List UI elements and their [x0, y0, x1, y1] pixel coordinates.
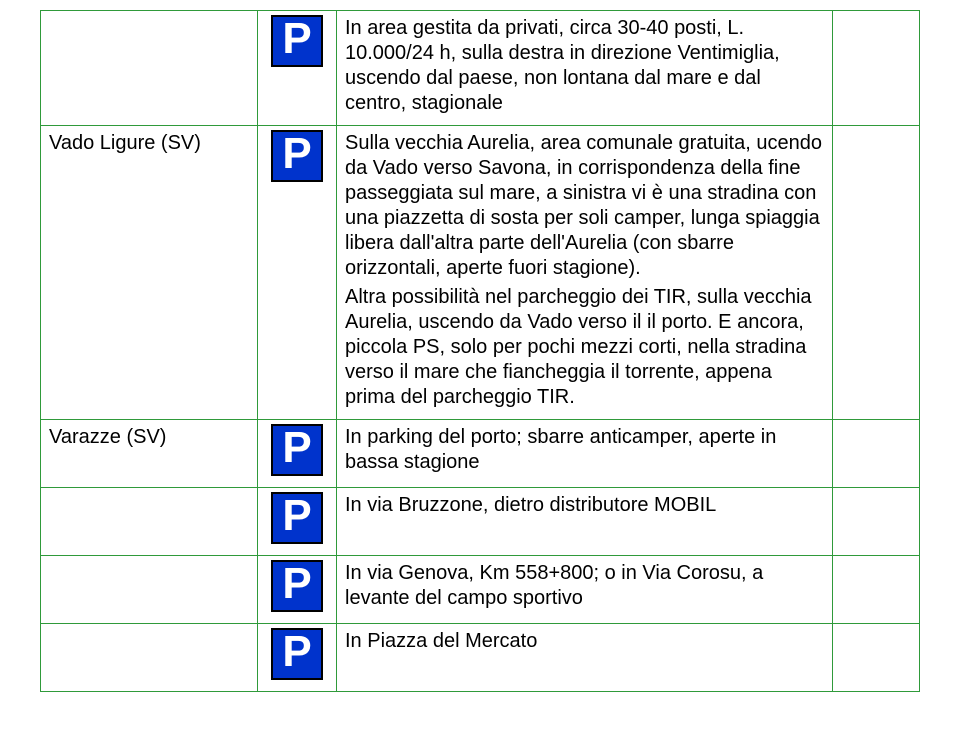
icon-cell [258, 420, 337, 488]
location-cell [41, 11, 258, 126]
description-text: In area gestita da privati, circa 30-40 … [345, 16, 824, 116]
description-text: Altra possibilità nel parcheggio dei TIR… [345, 285, 824, 410]
icon-cell [258, 126, 337, 420]
description-cell: Sulla vecchia Aurelia, area comunale gra… [337, 126, 833, 420]
icon-cell [258, 624, 337, 692]
table-row: In area gestita da privati, circa 30-40 … [41, 11, 920, 126]
description-cell: In via Bruzzone, dietro distributore MOB… [337, 488, 833, 556]
table-row: In Piazza del Mercato [41, 624, 920, 692]
location-cell: Varazze (SV) [41, 420, 258, 488]
location-cell [41, 624, 258, 692]
description-text: In via Bruzzone, dietro distributore MOB… [345, 493, 824, 518]
description-text: In Piazza del Mercato [345, 629, 824, 654]
parking-icon [271, 628, 323, 680]
description-text: In parking del porto; sbarre anticamper,… [345, 425, 824, 475]
spare-cell [833, 420, 920, 488]
table-row: In via Bruzzone, dietro distributore MOB… [41, 488, 920, 556]
spare-cell [833, 488, 920, 556]
parking-icon [271, 424, 323, 476]
description-cell: In parking del porto; sbarre anticamper,… [337, 420, 833, 488]
parking-icon [271, 492, 323, 544]
location-cell [41, 488, 258, 556]
parking-icon [271, 560, 323, 612]
table-row: Varazze (SV) In parking del porto; sbarr… [41, 420, 920, 488]
parking-table: In area gestita da privati, circa 30-40 … [40, 10, 920, 692]
spare-cell [833, 556, 920, 624]
table-row: Vado Ligure (SV) Sulla vecchia Aurelia, … [41, 126, 920, 420]
table-row: In via Genova, Km 558+800; o in Via Coro… [41, 556, 920, 624]
description-text: Sulla vecchia Aurelia, area comunale gra… [345, 131, 824, 281]
icon-cell [258, 556, 337, 624]
icon-cell [258, 488, 337, 556]
location-cell [41, 556, 258, 624]
description-cell: In Piazza del Mercato [337, 624, 833, 692]
description-text: In via Genova, Km 558+800; o in Via Coro… [345, 561, 824, 611]
parking-icon [271, 130, 323, 182]
icon-cell [258, 11, 337, 126]
parking-icon [271, 15, 323, 67]
spare-cell [833, 126, 920, 420]
description-cell: In via Genova, Km 558+800; o in Via Coro… [337, 556, 833, 624]
spare-cell [833, 11, 920, 126]
description-cell: In area gestita da privati, circa 30-40 … [337, 11, 833, 126]
location-cell: Vado Ligure (SV) [41, 126, 258, 420]
spare-cell [833, 624, 920, 692]
